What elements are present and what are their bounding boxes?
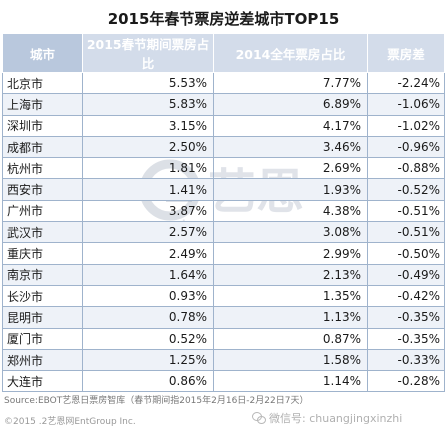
cell-share-2014: 6.89% — [213, 93, 368, 116]
cell-diff: -2.24% — [367, 71, 445, 95]
cell-diff: -0.28% — [367, 370, 445, 393]
cell-diff: -0.33% — [367, 348, 445, 372]
table-row: 郑州市 1.25% 1.58% -0.33% — [2, 348, 445, 372]
cell-share-2014: 2.99% — [213, 242, 368, 265]
cell-diff: -0.50% — [367, 242, 445, 265]
cell-diff: -1.06% — [367, 93, 445, 116]
table-row: 北京市 5.53% 7.77% -2.24% — [2, 71, 445, 95]
cell-diff: -0.88% — [367, 157, 445, 180]
cell-diff: -0.35% — [367, 306, 445, 329]
cell-diff: -0.49% — [367, 263, 445, 286]
cell-share-2015: 0.86% — [82, 370, 214, 393]
cell-share-2015: 2.49% — [82, 242, 214, 265]
cell-diff: -0.96% — [367, 135, 445, 159]
cell-city: 北京市 — [2, 71, 83, 95]
cell-city: 郑州市 — [2, 348, 83, 372]
cell-share-2014: 0.87% — [213, 327, 368, 350]
wechat-icon — [252, 412, 266, 424]
cell-city: 西安市 — [2, 178, 83, 201]
copyright-note: ©2015 .2艺恩网EntGroup Inc. — [4, 417, 136, 427]
cell-share-2015: 0.52% — [82, 327, 214, 350]
cell-share-2015: 1.81% — [82, 157, 214, 180]
cell-city: 深圳市 — [2, 114, 83, 137]
cell-diff: -0.35% — [367, 327, 445, 350]
page-title: 2015年春节票房逆差城市TOP15 — [107, 10, 340, 28]
table-row: 重庆市 2.49% 2.99% -0.50% — [2, 242, 445, 265]
cell-city: 上海市 — [2, 93, 83, 116]
cell-diff: -1.02% — [367, 114, 445, 137]
cell-city: 长沙市 — [2, 284, 83, 308]
table-row: 南京市 1.64% 2.13% -0.49% — [2, 263, 445, 286]
cell-city: 杭州市 — [2, 157, 83, 180]
cell-city: 重庆市 — [2, 242, 83, 265]
header-diff: 票房差 — [367, 33, 445, 73]
table-row: 大连市 0.86% 1.14% -0.28% — [2, 370, 445, 393]
table-header-row: 城市 2015春节期间票房占比 2014全年票房占比 票房差 — [2, 33, 445, 73]
cell-share-2014: 4.17% — [213, 114, 368, 137]
cell-share-2014: 1.58% — [213, 348, 368, 372]
cell-share-2014: 4.38% — [213, 199, 368, 223]
cell-share-2014: 2.13% — [213, 263, 368, 286]
cell-city: 南京市 — [2, 263, 83, 286]
cell-share-2014: 2.69% — [213, 157, 368, 180]
cell-share-2014: 1.13% — [213, 306, 368, 329]
table-row: 武汉市 2.57% 3.08% -0.51% — [2, 221, 445, 244]
cell-city: 广州市 — [2, 199, 83, 223]
cell-share-2015: 3.15% — [82, 114, 214, 137]
table-row: 厦门市 0.52% 0.87% -0.35% — [2, 327, 445, 350]
cell-diff: -0.52% — [367, 178, 445, 201]
table-row: 广州市 3.87% 4.38% -0.51% — [2, 199, 445, 223]
cell-city: 成都市 — [2, 135, 83, 159]
cell-diff: -0.51% — [367, 221, 445, 244]
cell-share-2015: 0.78% — [82, 306, 214, 329]
cell-city: 武汉市 — [2, 221, 83, 244]
cell-share-2014: 1.14% — [213, 370, 368, 393]
table-row: 昆明市 0.78% 1.13% -0.35% — [2, 306, 445, 329]
cell-share-2014: 1.35% — [213, 284, 368, 308]
cell-share-2014: 3.08% — [213, 221, 368, 244]
cell-city: 昆明市 — [2, 306, 83, 329]
cell-city: 厦门市 — [2, 327, 83, 350]
table-row: 杭州市 1.81% 2.69% -0.88% — [2, 157, 445, 180]
wechat-id: 微信号: chuangjingxinzhi — [252, 410, 402, 426]
cell-share-2014: 7.77% — [213, 71, 368, 95]
cell-share-2015: 1.25% — [82, 348, 214, 372]
cell-diff: -0.51% — [367, 199, 445, 223]
box-office-table: 城市 2015春节期间票房占比 2014全年票房占比 票房差 北京市 5.53%… — [2, 33, 445, 393]
cell-share-2014: 1.93% — [213, 178, 368, 201]
header-share-2014: 2014全年票房占比 — [213, 33, 368, 73]
cell-share-2015: 0.93% — [82, 284, 214, 308]
cell-share-2015: 1.41% — [82, 178, 214, 201]
table-row: 上海市 5.83% 6.89% -1.06% — [2, 93, 445, 116]
cell-share-2015: 2.50% — [82, 135, 214, 159]
table-row: 长沙市 0.93% 1.35% -0.42% — [2, 284, 445, 308]
table-row: 成都市 2.50% 3.46% -0.96% — [2, 135, 445, 159]
cell-diff: -0.42% — [367, 284, 445, 308]
table-row: 深圳市 3.15% 4.17% -1.02% — [2, 114, 445, 137]
cell-city: 大连市 — [2, 370, 83, 393]
header-city: 城市 — [2, 33, 83, 73]
table-row: 西安市 1.41% 1.93% -0.52% — [2, 178, 445, 201]
cell-share-2014: 3.46% — [213, 135, 368, 159]
cell-share-2015: 5.83% — [82, 93, 214, 116]
cell-share-2015: 3.87% — [82, 199, 214, 223]
cell-share-2015: 1.64% — [82, 263, 214, 286]
header-share-2015: 2015春节期间票房占比 — [82, 33, 214, 73]
cell-share-2015: 2.57% — [82, 221, 214, 244]
source-note: Source:EBOT艺恩日票房智库（春节期间指2015年2月16日-2月22日… — [4, 396, 309, 406]
wechat-id-text: 微信号: chuangjingxinzhi — [269, 412, 403, 425]
cell-share-2015: 5.53% — [82, 71, 214, 95]
